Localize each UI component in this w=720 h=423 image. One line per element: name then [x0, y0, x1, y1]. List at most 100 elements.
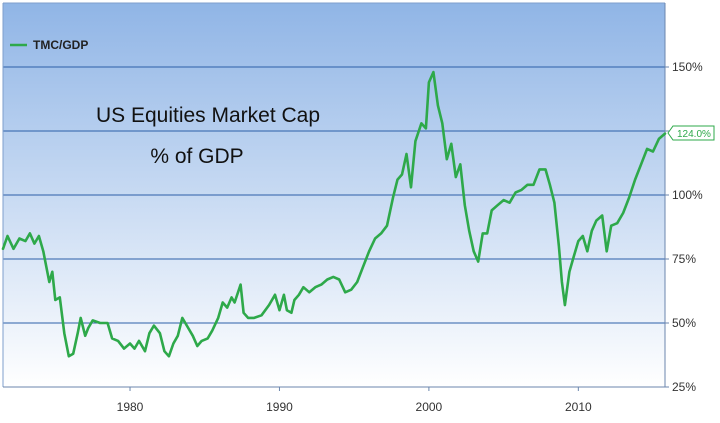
data-point	[68, 355, 70, 357]
data-point	[123, 348, 125, 350]
data-point	[405, 153, 408, 155]
data-point	[290, 312, 292, 314]
data-point	[211, 330, 213, 332]
data-point	[42, 250, 44, 252]
data-point	[231, 296, 233, 298]
x-tick-label: 2000	[416, 400, 443, 414]
data-point	[392, 197, 394, 199]
last-value-label: 124.0%	[677, 129, 711, 140]
data-point	[374, 237, 376, 240]
data-point	[308, 291, 310, 293]
data-point	[72, 353, 74, 355]
data-point	[582, 235, 584, 237]
data-point	[243, 312, 245, 314]
x-tick-label: 2010	[565, 400, 592, 414]
data-point	[338, 278, 340, 281]
data-point	[515, 191, 517, 193]
data-point	[247, 317, 249, 319]
data-point	[226, 307, 228, 309]
data-point	[163, 350, 165, 352]
data-point	[591, 230, 593, 232]
data-point	[401, 173, 403, 176]
data-point	[326, 278, 328, 281]
y-tick-label: 25%	[672, 380, 696, 394]
data-point	[486, 232, 488, 234]
data-point	[386, 225, 388, 227]
data-point	[314, 286, 316, 288]
data-point	[24, 240, 26, 242]
data-point	[84, 335, 86, 337]
data-point	[107, 322, 109, 324]
data-point	[628, 197, 630, 199]
data-point	[59, 296, 61, 298]
data-point	[192, 335, 194, 337]
data-point	[38, 235, 40, 237]
data-point	[420, 122, 422, 124]
y-tick-label: 150%	[672, 60, 703, 74]
data-point	[538, 168, 541, 170]
data-point	[350, 289, 352, 291]
data-point	[564, 304, 566, 306]
data-point	[2, 248, 4, 250]
data-point	[133, 348, 136, 350]
data-point	[622, 212, 624, 214]
data-point	[497, 204, 499, 206]
data-point	[196, 345, 198, 347]
data-point	[664, 133, 666, 135]
last-value-badge: 124.0%	[667, 125, 715, 141]
data-point	[286, 309, 288, 311]
data-point	[153, 325, 155, 327]
data-point	[207, 337, 209, 339]
data-point	[468, 230, 470, 232]
data-point	[344, 291, 346, 293]
data-point	[520, 189, 523, 191]
data-point	[561, 281, 563, 283]
data-point	[51, 271, 53, 273]
data-point	[568, 271, 571, 273]
data-point	[12, 248, 15, 250]
data-point	[652, 150, 654, 153]
data-point	[320, 284, 322, 286]
data-point	[491, 209, 493, 211]
data-point	[646, 148, 648, 150]
data-point	[425, 127, 427, 129]
data-point	[362, 266, 364, 268]
data-point	[432, 71, 434, 73]
series-layer	[1, 70, 667, 358]
data-point	[33, 243, 36, 245]
data-point	[459, 163, 461, 165]
data-point	[260, 314, 263, 316]
data-point	[99, 322, 101, 324]
y-tick-label: 100%	[672, 188, 703, 202]
data-point	[610, 225, 612, 227]
data-point	[606, 250, 608, 252]
data-point	[92, 319, 94, 321]
data-point	[144, 350, 146, 352]
data-point	[302, 286, 304, 288]
data-point	[63, 332, 65, 334]
data-point	[595, 220, 597, 222]
data-point	[168, 355, 170, 357]
legend: TMC/GDP	[10, 38, 88, 52]
data-point	[293, 299, 295, 301]
data-point	[80, 317, 82, 319]
data-point	[148, 332, 150, 334]
data-point	[553, 202, 556, 204]
data-point	[396, 179, 399, 181]
data-point	[138, 340, 140, 342]
data-point	[482, 232, 484, 234]
data-point	[217, 317, 219, 319]
data-point	[526, 184, 529, 186]
data-point	[187, 327, 189, 329]
data-point	[640, 163, 642, 165]
x-tick-label: 1990	[266, 400, 293, 414]
data-point	[441, 122, 443, 124]
y-axis-ticks: 25%50%75%100%125%150%	[665, 60, 703, 394]
data-point	[129, 342, 131, 345]
data-point	[181, 317, 183, 319]
data-point	[268, 304, 270, 306]
data-point	[368, 250, 370, 252]
chart-subtitle: % of GDP	[150, 145, 243, 168]
data-point	[634, 179, 636, 181]
data-point	[446, 158, 448, 160]
